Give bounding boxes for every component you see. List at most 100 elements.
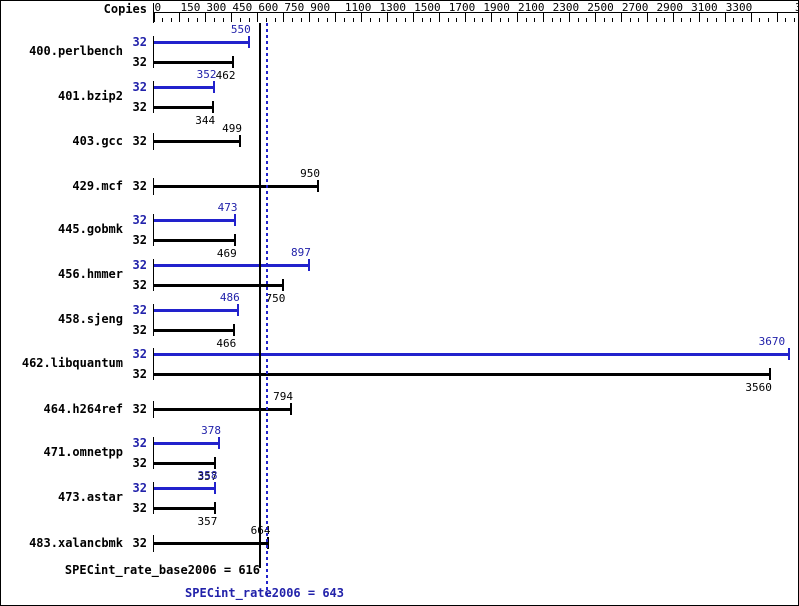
axis-tick bbox=[171, 18, 172, 22]
axis-tick bbox=[630, 18, 631, 22]
bar-value-base: 344 bbox=[195, 113, 216, 127]
axis-tick bbox=[785, 18, 786, 22]
axis-tick bbox=[188, 18, 189, 22]
bar-end-cap-peak bbox=[247, 36, 250, 48]
benchmark-label: 483.xalancbmk bbox=[29, 535, 123, 550]
bar-origin-tick bbox=[153, 482, 154, 514]
axis-tick bbox=[448, 18, 449, 22]
bar-base bbox=[153, 541, 269, 545]
bar-value-base: 499 bbox=[222, 122, 242, 136]
axis-tick bbox=[733, 18, 734, 22]
copies-peak: 32 bbox=[132, 481, 147, 495]
bar-value-peak: 352 bbox=[196, 67, 217, 81]
bar-end-cap-base bbox=[214, 457, 217, 470]
axis-tick bbox=[292, 18, 293, 22]
copies-base: 32 bbox=[132, 401, 147, 416]
axis-tick-label: 2900 bbox=[656, 1, 684, 14]
copies-base: 32 bbox=[132, 99, 147, 114]
axis-tick bbox=[335, 13, 336, 22]
benchmark-label: 462.libquantum bbox=[21, 356, 123, 371]
bar-end-cap-peak bbox=[307, 259, 310, 271]
bar-peak bbox=[153, 219, 236, 223]
axis-tick bbox=[508, 18, 509, 22]
axis-tick bbox=[742, 18, 743, 22]
axis-tick bbox=[777, 13, 778, 22]
copies-peak: 32 bbox=[132, 347, 147, 362]
axis-tick-label: 750 bbox=[284, 1, 305, 14]
copies-base: 32 bbox=[132, 278, 147, 292]
benchmark-row: 429.mcf 32 950 bbox=[1, 163, 798, 208]
bar-end-cap-base bbox=[238, 135, 241, 148]
axis-tick bbox=[534, 18, 535, 22]
bar-end-cap-base bbox=[214, 502, 217, 514]
footer-peak-summary: SPECint_rate2006 = 643 bbox=[185, 586, 344, 600]
axis-tick bbox=[197, 18, 198, 22]
axis-tick-label: 1100 bbox=[344, 1, 372, 14]
bar-base bbox=[153, 61, 234, 64]
copies-base: 32 bbox=[132, 233, 147, 248]
bar-value-base: 469 bbox=[216, 247, 237, 261]
copies-base: 32 bbox=[132, 456, 147, 471]
bar-end-cap-base bbox=[233, 323, 236, 336]
axis-tick bbox=[179, 13, 180, 22]
axis-tick bbox=[266, 18, 267, 22]
axis-tick bbox=[283, 13, 284, 22]
bar-end-cap-peak bbox=[234, 214, 237, 227]
axis-tick bbox=[249, 18, 250, 22]
copies-base: 32 bbox=[132, 322, 147, 337]
x-axis: Copies 0 150 300 450 600 750 900 1100 1300 1500 17… bbox=[1, 1, 798, 23]
axis-tick bbox=[240, 18, 241, 22]
axis-tick bbox=[439, 13, 440, 22]
axis-tick-label: 450 bbox=[232, 1, 253, 14]
copies-base: 32 bbox=[132, 55, 147, 69]
axis-tick bbox=[681, 18, 682, 22]
bar-base bbox=[153, 239, 235, 243]
bar-value-peak: 358 bbox=[197, 469, 218, 482]
axis-tick bbox=[612, 18, 613, 22]
axis-tick bbox=[656, 18, 657, 22]
bar-value-peak: 378 bbox=[201, 424, 221, 438]
axis-tick-label: 2500 bbox=[587, 1, 614, 14]
bar-origin-tick bbox=[153, 80, 154, 113]
axis-tick bbox=[699, 13, 700, 22]
axis-tick bbox=[361, 13, 362, 22]
axis-rule bbox=[153, 12, 798, 13]
axis-tick bbox=[552, 18, 553, 22]
axis-tick-label: 3700 bbox=[795, 2, 798, 13]
axis-tick bbox=[301, 18, 302, 22]
bar-end-cap-peak bbox=[217, 437, 220, 450]
benchmark-label: 429.mcf bbox=[72, 178, 123, 193]
benchmark-row: 473.astar 32 358 32 357 bbox=[1, 470, 798, 527]
benchmark-label: 403.gcc bbox=[72, 134, 123, 149]
bar-end-cap-base bbox=[282, 279, 285, 291]
axis-tick bbox=[465, 13, 466, 22]
axis-tick bbox=[205, 13, 206, 22]
axis-tick bbox=[318, 18, 319, 22]
bar-base bbox=[153, 373, 770, 377]
bar-origin-tick bbox=[153, 36, 154, 68]
copies-base: 32 bbox=[132, 178, 147, 193]
benchmark-row: 403.gcc 32 499 bbox=[1, 118, 798, 163]
axis-tick bbox=[716, 18, 717, 22]
benchmark-row: 445.gobmk 32 473 32 469 bbox=[1, 202, 798, 259]
copies-base: 32 bbox=[132, 367, 147, 382]
axis-tick bbox=[560, 18, 561, 22]
copies-peak: 32 bbox=[132, 302, 147, 317]
benchmark-label: 458.sjeng bbox=[57, 311, 123, 326]
bar-value-peak: 897 bbox=[290, 246, 311, 259]
axis-tick bbox=[595, 13, 596, 22]
axis-tick-label: 2100 bbox=[518, 1, 545, 14]
axis-tick bbox=[586, 18, 587, 22]
bar-base bbox=[153, 140, 240, 144]
axis-tick bbox=[422, 18, 423, 22]
axis-tick bbox=[604, 18, 605, 22]
bar-value-peak: 486 bbox=[219, 290, 240, 304]
axis-tick-label: 900 bbox=[310, 1, 331, 14]
reference-line-base bbox=[259, 23, 262, 568]
axis-tick bbox=[456, 18, 457, 22]
benchmark-row: 456.hmmer 32 897 32 750 bbox=[1, 247, 798, 304]
bar-base bbox=[153, 284, 284, 287]
axis-tick bbox=[482, 18, 483, 22]
axis-origin-line bbox=[153, 3, 154, 23]
copies-peak: 32 bbox=[132, 35, 147, 49]
